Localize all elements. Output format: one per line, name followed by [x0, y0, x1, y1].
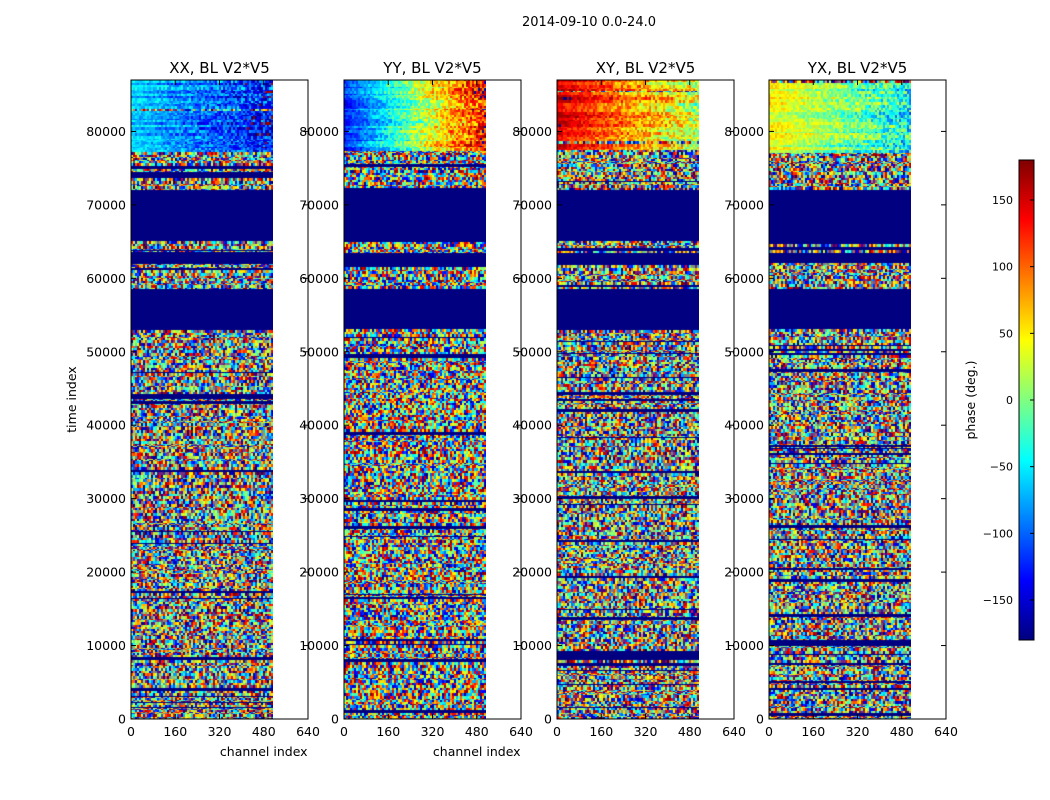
colorbar-tick-label: −50 — [990, 461, 1013, 474]
y-tick-label: 80000 — [299, 124, 339, 139]
x-tick-label: 640 — [722, 724, 746, 739]
y-tick-label: 0 — [544, 712, 552, 727]
y-tick-label: 0 — [756, 712, 764, 727]
panel-2: YY, BL V2*V5 0 160 320 480 640 0 10000 20000 3000… — [299, 59, 533, 759]
y-tick-label: 20000 — [724, 565, 764, 580]
y-tick-label: 70000 — [86, 197, 126, 212]
x-tick-label: 480 — [465, 724, 489, 739]
y-tick-label: 10000 — [86, 638, 126, 653]
y-tick-label: 30000 — [299, 491, 339, 506]
x-tick-label: 320 — [634, 724, 658, 739]
heatmap-image — [557, 80, 699, 719]
x-tick-label: 640 — [509, 724, 533, 739]
y-tick-label: 60000 — [724, 271, 764, 286]
figure-suptitle: 2014-09-10 0.0-24.0 — [522, 15, 656, 30]
y-tick-label: 60000 — [86, 271, 126, 286]
y-axis-label: time index — [64, 366, 79, 432]
x-axis-label: channel index — [433, 744, 521, 759]
x-tick-label: 480 — [890, 724, 914, 739]
y-tick-label: 70000 — [512, 197, 552, 212]
colorbar-tick-label: 50 — [999, 327, 1013, 340]
x-tick-label: 0 — [765, 724, 773, 739]
panel-title: YY, BL V2*V5 — [382, 59, 481, 77]
colorbar-label: phase (deg.) — [963, 361, 978, 440]
y-tick-label: 80000 — [86, 124, 126, 139]
colorbar-tick-label: −100 — [983, 527, 1013, 540]
panel-title: XX, BL V2*V5 — [169, 59, 270, 77]
panel-title: YX, BL V2*V5 — [807, 59, 908, 77]
y-tick-label: 30000 — [86, 491, 126, 506]
y-tick-label: 50000 — [299, 344, 339, 359]
heatmap-image — [769, 80, 911, 719]
x-tick-label: 160 — [589, 724, 613, 739]
y-tick-label: 40000 — [86, 418, 126, 433]
y-tick-label: 0 — [331, 712, 339, 727]
y-tick-label: 10000 — [299, 638, 339, 653]
y-tick-label: 0 — [118, 712, 126, 727]
y-tick-label: 40000 — [512, 418, 552, 433]
colorbar-tick-label: 100 — [992, 261, 1013, 274]
panel-4: YX, BL V2*V5 0 160 320 480 640 0 10000 20000 3000… — [724, 59, 958, 739]
y-tick-label: 50000 — [512, 344, 552, 359]
colorbar-tick-label: 150 — [992, 194, 1013, 207]
y-tick-label: 50000 — [724, 344, 764, 359]
y-tick-label: 30000 — [512, 491, 552, 506]
x-tick-label: 320 — [846, 724, 870, 739]
heatmap-image — [344, 80, 486, 719]
y-tick-label: 80000 — [724, 124, 764, 139]
y-tick-label: 70000 — [299, 197, 339, 212]
y-tick-label: 50000 — [86, 344, 126, 359]
colorbar: −150 −100 −50 0 50 100 150 phase (deg.) — [963, 159, 1035, 641]
y-tick-label: 20000 — [512, 565, 552, 580]
colorbar-tick-label: −150 — [983, 594, 1013, 607]
x-tick-label: 0 — [340, 724, 348, 739]
y-tick-label: 10000 — [512, 638, 552, 653]
colorbar-tick-label: 0 — [1006, 394, 1013, 407]
x-tick-label: 480 — [252, 724, 276, 739]
x-tick-label: 320 — [421, 724, 445, 739]
panel-title: XY, BL V2*V5 — [596, 59, 696, 77]
y-tick-label: 60000 — [512, 271, 552, 286]
y-tick-label: 20000 — [299, 565, 339, 580]
x-axis-label: channel index — [220, 744, 308, 759]
y-tick-label: 80000 — [512, 124, 552, 139]
y-tick-label: 40000 — [724, 418, 764, 433]
panel-1: XX, BL V2*V5 0 160 320 480 640 0 10000 20000 3000… — [64, 59, 320, 759]
x-tick-label: 640 — [934, 724, 958, 739]
y-tick-label: 20000 — [86, 565, 126, 580]
y-tick-label: 10000 — [724, 638, 764, 653]
panel-3: XY, BL V2*V5 0 160 320 480 640 0 10000 20000 3000… — [512, 59, 746, 739]
x-tick-label: 320 — [208, 724, 232, 739]
y-tick-label: 40000 — [299, 418, 339, 433]
x-tick-label: 160 — [376, 724, 400, 739]
x-tick-label: 160 — [801, 724, 825, 739]
heatmap-image — [131, 80, 273, 719]
panels: XX, BL V2*V5 0 160 320 480 640 0 10000 20000 3000… — [64, 59, 958, 759]
y-tick-label: 30000 — [724, 491, 764, 506]
x-tick-label: 480 — [678, 724, 702, 739]
x-tick-label: 160 — [163, 724, 187, 739]
x-tick-label: 640 — [296, 724, 320, 739]
y-tick-label: 60000 — [299, 271, 339, 286]
y-tick-label: 70000 — [724, 197, 764, 212]
x-tick-label: 0 — [553, 724, 561, 739]
x-tick-label: 0 — [127, 724, 135, 739]
